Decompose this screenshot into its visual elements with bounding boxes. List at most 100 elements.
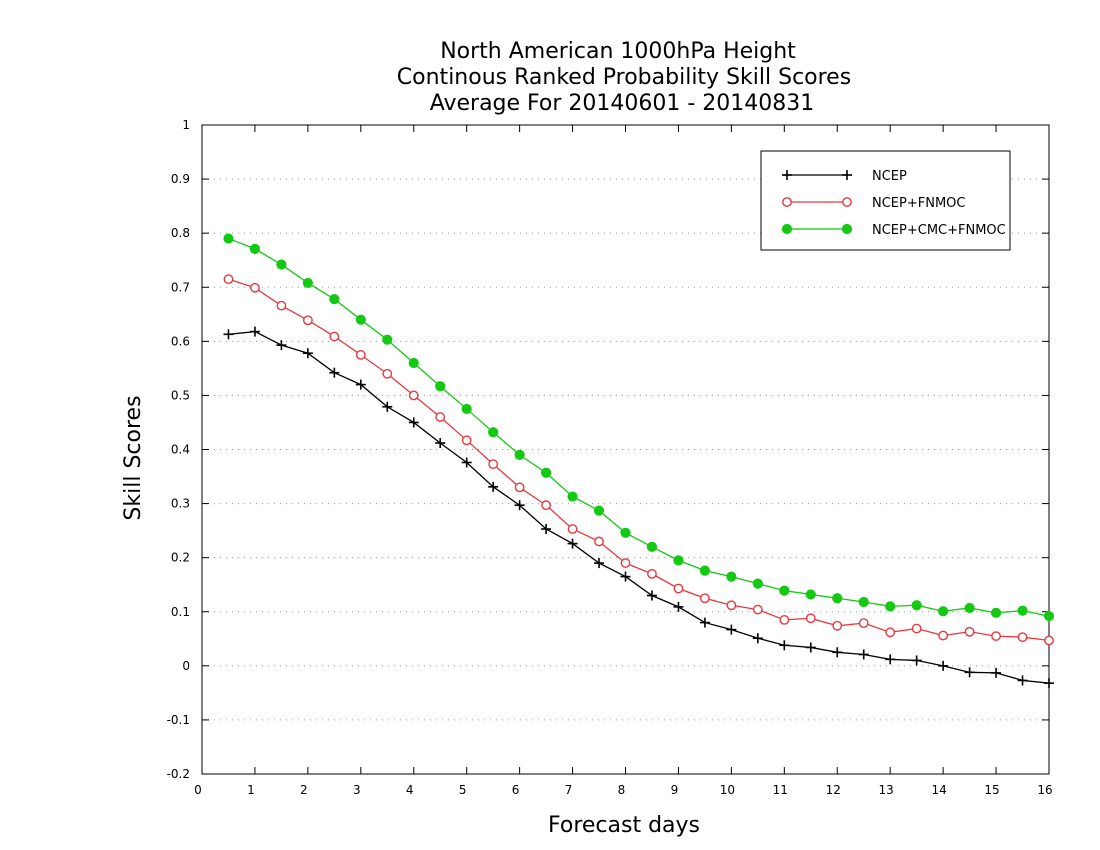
data-point-ncep-cmc-fnmoc [408, 357, 419, 369]
y-tick-label: 0.2 [171, 551, 190, 565]
data-point-ncep [276, 340, 287, 351]
data-point-ncep-cmc-fnmoc [302, 277, 313, 289]
x-tick-label: 3 [353, 783, 361, 797]
x-tick-label: 15 [984, 783, 999, 797]
series-line-ncep-cmc-fnmoc [228, 237, 1050, 617]
data-point-ncep-fnmoc [276, 300, 287, 311]
data-point-ncep [594, 558, 605, 569]
data-point-ncep [938, 660, 949, 671]
data-point-ncep-cmc-fnmoc [832, 593, 843, 604]
y-tick-label: 0.1 [171, 605, 190, 619]
data-point-ncep-fnmoc [461, 435, 472, 446]
legend-label: NCEP [872, 169, 907, 184]
data-point-ncep [752, 633, 763, 644]
legend-item-ncep-fnmoc: NCEP+FNMOC [782, 196, 965, 211]
y-tick-label: 0.7 [171, 280, 190, 294]
data-point-ncep-fnmoc [302, 315, 313, 326]
data-point-ncep-cmc-fnmoc [1017, 605, 1028, 616]
data-point-ncep-cmc-fnmoc [620, 527, 631, 538]
y-axis-label: Skill Scores [121, 395, 146, 520]
series-layer [223, 233, 1055, 689]
data-point-ncep-fnmoc [382, 368, 393, 379]
data-point-ncep [991, 667, 1002, 678]
data-point-ncep-cmc-fnmoc [488, 427, 499, 438]
data-point-ncep [646, 590, 657, 601]
data-point-ncep-fnmoc [779, 614, 790, 625]
data-point-ncep [461, 457, 472, 468]
legend-marker [782, 197, 792, 207]
x-tick-label: 4 [406, 783, 414, 797]
data-point-ncep-fnmoc [885, 627, 896, 638]
data-point-ncep-fnmoc [647, 568, 657, 579]
x-axis-label: Forecast days [548, 813, 700, 838]
y-tick-label: 0 [182, 659, 190, 673]
data-point-ncep [567, 538, 578, 549]
chart-title-line-3: Average For 20140601 - 20140831 [430, 91, 815, 116]
data-point-ncep-fnmoc [673, 583, 684, 594]
data-point-ncep [673, 601, 684, 612]
legend-marker [781, 223, 793, 235]
data-point-ncep-cmc-fnmoc [540, 467, 552, 478]
x-tick-label: 8 [618, 783, 626, 797]
x-tick-label: 16 [1037, 783, 1052, 797]
data-point-ncep-fnmoc [991, 631, 1001, 641]
data-point-ncep-fnmoc [514, 482, 525, 493]
data-point-ncep-fnmoc [435, 412, 446, 422]
y-tick-label: -0.2 [167, 767, 190, 781]
data-point-ncep-cmc-fnmoc [673, 555, 684, 566]
legend-marker [842, 197, 852, 207]
data-point-ncep [832, 647, 843, 658]
data-point-ncep [329, 367, 340, 378]
x-tick-label: 11 [773, 783, 788, 797]
x-tick-label: 0 [194, 783, 202, 797]
legend-item-ncep-cmc-fnmoc: NCEP+CMC+FNMOC [781, 223, 1006, 238]
series-ncep-fnmoc [223, 274, 1054, 646]
x-tick-label: 7 [565, 783, 573, 797]
data-point-ncep-fnmoc [911, 623, 922, 634]
data-point-ncep [885, 654, 896, 665]
legend-label: NCEP+CMC+FNMOC [872, 223, 1006, 238]
data-point-ncep-cmc-fnmoc [990, 607, 1002, 618]
x-tick-label: 10 [720, 783, 735, 797]
data-point-ncep [382, 401, 393, 412]
y-tick-label: 0.3 [171, 497, 190, 511]
legend-item-ncep: NCEP [782, 169, 907, 184]
data-point-ncep-fnmoc [488, 459, 499, 470]
data-point-ncep-fnmoc [700, 593, 710, 604]
chart-title: North American 1000hPa Height Continous … [397, 39, 851, 116]
data-point-ncep-fnmoc [726, 600, 737, 611]
data-point-ncep [514, 500, 525, 511]
data-point-ncep [779, 640, 790, 651]
data-point-ncep-cmc-fnmoc [593, 505, 605, 516]
data-point-ncep-fnmoc [355, 349, 366, 360]
data-point-ncep-fnmoc [223, 274, 234, 285]
data-point-ncep [223, 329, 234, 340]
series-ncep [223, 326, 1054, 689]
data-point-ncep [699, 617, 710, 628]
data-point-ncep [541, 524, 552, 535]
data-point-ncep-cmc-fnmoc [461, 403, 472, 415]
legend-marker [841, 223, 853, 235]
data-point-ncep-cmc-fnmoc [223, 233, 234, 244]
data-point-ncep [726, 624, 737, 635]
data-point-ncep [488, 481, 499, 492]
data-point-ncep-fnmoc [858, 618, 869, 629]
y-axis: -0.2 -0.1 0 0.1 0.2 0.3 0.4 0.5 0.6 0.7 0.8 0.9 1 [167, 118, 1049, 781]
data-point-ncep-cmc-fnmoc [885, 601, 896, 612]
x-tick-label: 2 [300, 783, 308, 797]
data-point-ncep-fnmoc [805, 613, 816, 624]
data-point-ncep [1017, 675, 1028, 686]
data-point-ncep-fnmoc [964, 626, 975, 637]
data-point-ncep [964, 667, 975, 678]
x-tick-label: 6 [512, 783, 520, 797]
chart-title-line-2: Continous Ranked Probability Skill Score… [397, 65, 851, 90]
data-point-ncep-cmc-fnmoc [699, 565, 711, 576]
data-point-ncep-fnmoc [250, 282, 260, 293]
legend-marker [842, 170, 852, 180]
legend-box [760, 150, 1011, 251]
legend: NCEP NCEP+FNMOC NCEP+CMC+FNMOC [760, 150, 1011, 251]
x-tick-label: 14 [931, 783, 946, 797]
x-tick-label: 13 [879, 783, 894, 797]
data-point-ncep-cmc-fnmoc [329, 294, 340, 305]
data-point-ncep-cmc-fnmoc [858, 596, 869, 608]
